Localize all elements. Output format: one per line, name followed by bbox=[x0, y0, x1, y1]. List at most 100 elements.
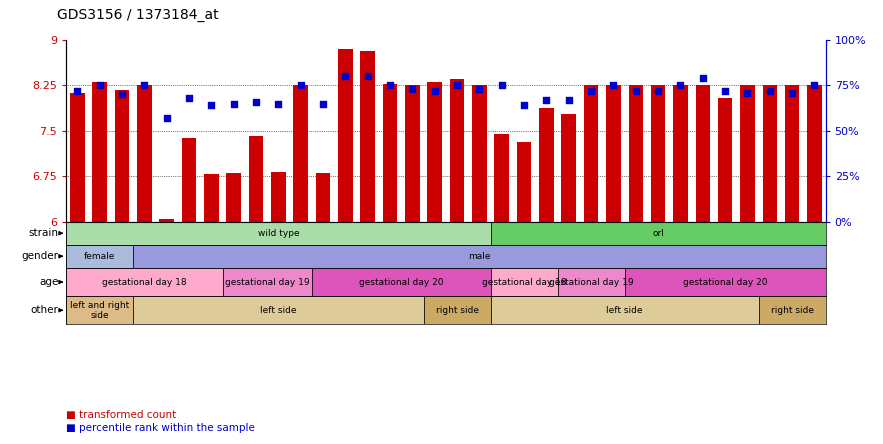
Bar bbox=[449, 79, 464, 222]
Bar bbox=[718, 98, 732, 222]
Bar bbox=[66, 268, 223, 297]
Point bbox=[629, 87, 643, 95]
Bar bbox=[606, 85, 621, 222]
Bar bbox=[70, 93, 85, 222]
Bar bbox=[405, 85, 419, 222]
Bar bbox=[226, 173, 241, 222]
Text: gestational day 18: gestational day 18 bbox=[482, 278, 566, 286]
Bar bbox=[763, 85, 777, 222]
Bar bbox=[557, 268, 624, 297]
Text: female: female bbox=[84, 252, 116, 261]
Text: left side: left side bbox=[607, 306, 643, 315]
Point bbox=[674, 82, 688, 89]
Bar bbox=[424, 297, 491, 324]
Bar bbox=[204, 174, 219, 222]
Point bbox=[360, 73, 374, 80]
Point bbox=[450, 82, 464, 89]
Bar bbox=[137, 85, 152, 222]
Point bbox=[138, 82, 152, 89]
Point bbox=[93, 82, 107, 89]
Point bbox=[249, 98, 263, 105]
Bar bbox=[696, 85, 710, 222]
Bar bbox=[629, 85, 643, 222]
Bar bbox=[271, 172, 286, 222]
Bar bbox=[383, 83, 397, 222]
Point bbox=[405, 86, 419, 93]
Text: left side: left side bbox=[260, 306, 297, 315]
Bar bbox=[584, 85, 599, 222]
Bar bbox=[293, 85, 308, 222]
Bar bbox=[740, 85, 755, 222]
Point bbox=[696, 75, 710, 82]
Point bbox=[71, 87, 85, 95]
Bar bbox=[66, 245, 133, 268]
Point bbox=[160, 115, 174, 122]
Point bbox=[472, 86, 487, 93]
Text: wild type: wild type bbox=[258, 229, 299, 238]
Point bbox=[651, 87, 665, 95]
Text: gestational day 20: gestational day 20 bbox=[683, 278, 767, 286]
Bar bbox=[115, 90, 129, 222]
Bar bbox=[133, 297, 424, 324]
Point bbox=[383, 82, 397, 89]
Point bbox=[540, 96, 554, 103]
Text: gender: gender bbox=[21, 251, 58, 261]
Point bbox=[607, 82, 621, 89]
Text: right side: right side bbox=[435, 306, 479, 315]
Text: orl: orl bbox=[653, 229, 664, 238]
Bar bbox=[472, 85, 487, 222]
Bar bbox=[491, 297, 758, 324]
Point bbox=[427, 87, 442, 95]
Bar bbox=[360, 51, 375, 222]
Point bbox=[584, 87, 598, 95]
Bar bbox=[427, 83, 442, 222]
Point bbox=[807, 82, 821, 89]
Bar bbox=[338, 49, 352, 222]
Point bbox=[204, 102, 218, 109]
Bar bbox=[223, 268, 312, 297]
Bar bbox=[316, 173, 330, 222]
Bar bbox=[66, 297, 133, 324]
Text: gestational day 19: gestational day 19 bbox=[548, 278, 633, 286]
Point bbox=[182, 95, 196, 102]
Bar bbox=[624, 268, 826, 297]
Point bbox=[763, 87, 777, 95]
Bar bbox=[491, 222, 826, 245]
Bar bbox=[249, 136, 263, 222]
Text: strain: strain bbox=[28, 228, 58, 238]
Point bbox=[115, 91, 129, 98]
Point bbox=[740, 89, 754, 96]
Bar bbox=[807, 85, 822, 222]
Text: ■ percentile rank within the sample: ■ percentile rank within the sample bbox=[66, 423, 255, 433]
Text: gestational day 19: gestational day 19 bbox=[225, 278, 310, 286]
Bar bbox=[785, 85, 799, 222]
Point bbox=[227, 100, 241, 107]
Point bbox=[338, 73, 352, 80]
Bar bbox=[312, 268, 491, 297]
Text: gestational day 20: gestational day 20 bbox=[359, 278, 443, 286]
Text: other: other bbox=[31, 305, 58, 315]
Point bbox=[271, 100, 285, 107]
Bar bbox=[540, 108, 554, 222]
Point bbox=[718, 87, 732, 95]
Bar bbox=[182, 138, 196, 222]
Text: right side: right side bbox=[771, 306, 813, 315]
Bar bbox=[160, 219, 174, 222]
Text: left and right
side: left and right side bbox=[70, 301, 129, 320]
Text: male: male bbox=[468, 252, 491, 261]
Point bbox=[294, 82, 308, 89]
Text: gestational day 18: gestational day 18 bbox=[102, 278, 186, 286]
Bar bbox=[651, 85, 666, 222]
Bar bbox=[758, 297, 826, 324]
Bar bbox=[93, 83, 107, 222]
Point bbox=[785, 89, 799, 96]
Text: GDS3156 / 1373184_at: GDS3156 / 1373184_at bbox=[57, 8, 219, 22]
Text: ■ transformed count: ■ transformed count bbox=[66, 409, 177, 420]
Bar bbox=[66, 222, 491, 245]
Bar bbox=[673, 85, 688, 222]
Bar bbox=[491, 268, 557, 297]
Point bbox=[517, 102, 532, 109]
Bar bbox=[562, 114, 576, 222]
Text: age: age bbox=[39, 277, 58, 287]
Point bbox=[316, 100, 330, 107]
